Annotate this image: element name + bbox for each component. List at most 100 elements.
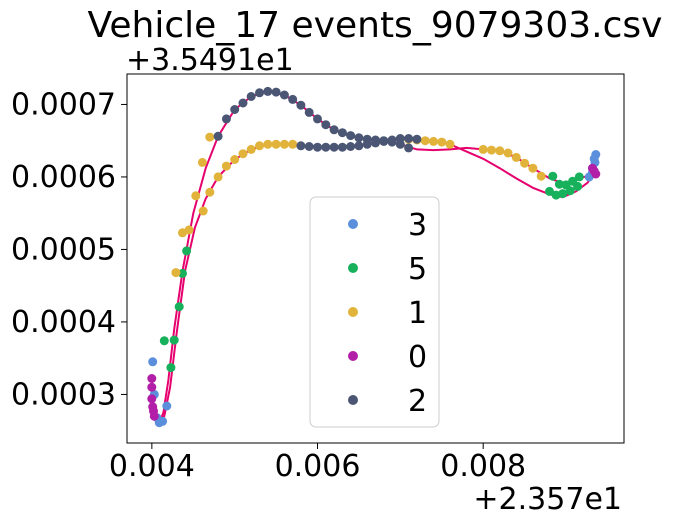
point-series-1: [520, 158, 530, 168]
y-tick-label: 0.0005: [11, 232, 116, 267]
point-series-1: [503, 148, 513, 158]
point-series-1: [288, 139, 298, 149]
legend-label-3: 3: [408, 208, 427, 243]
point-series-1: [198, 206, 208, 216]
y-axis: 0.0003 0.0004 0.0005 0.0006 0.0007: [11, 87, 127, 412]
point-series-1: [511, 152, 521, 162]
legend-marker-2: [348, 395, 358, 405]
point-series-2: [321, 142, 331, 152]
point-series-2: [329, 142, 339, 152]
point-series-0: [147, 382, 157, 392]
point-series-1: [197, 157, 207, 167]
point-series-2: [296, 100, 306, 110]
point-series-2: [354, 141, 364, 151]
point-series-2: [313, 114, 322, 124]
point-series-2: [379, 136, 389, 146]
legend-box: [309, 196, 440, 428]
point-series-1: [263, 139, 273, 149]
point-series-5: [558, 189, 568, 199]
point-series-3: [148, 357, 158, 367]
point-series-2: [321, 120, 331, 130]
point-series-1: [205, 187, 215, 197]
point-series-2: [304, 107, 314, 117]
legend-marker-0: [348, 351, 358, 361]
point-series-5: [548, 171, 558, 181]
y-tick-label: 0.0004: [11, 305, 116, 340]
point-series-1: [420, 136, 430, 146]
point-series-2: [354, 133, 364, 143]
point-series-2: [288, 94, 298, 104]
x-offset-label: +2.357e1: [473, 482, 622, 517]
point-series-1: [478, 144, 488, 154]
point-series-2: [296, 141, 306, 151]
x-axis: 0.004 0.006 0.008: [109, 443, 526, 484]
point-series-5: [174, 302, 184, 312]
y-tick-label: 0.0003: [11, 377, 116, 412]
point-series-2: [404, 134, 414, 143]
x-tick-label: 0.006: [275, 449, 361, 484]
x-tick-label: 0.004: [109, 449, 195, 484]
point-series-2: [255, 88, 264, 98]
y-offset-label: +3.5491e1: [126, 43, 294, 78]
point-series-5: [182, 246, 192, 256]
x-tick-label: 0.008: [440, 449, 526, 484]
point-series-5: [166, 363, 176, 373]
point-series-5: [545, 186, 554, 196]
point-series-2: [387, 135, 397, 145]
point-series-2: [395, 134, 405, 143]
y-tick-label: 0.0006: [11, 160, 116, 195]
point-series-1: [437, 137, 447, 147]
point-series-1: [230, 155, 240, 164]
point-series-0: [149, 411, 159, 421]
point-series-1: [191, 191, 201, 201]
point-series-1: [246, 144, 256, 154]
legend-label-0: 0: [408, 340, 427, 375]
point-series-2: [246, 92, 256, 101]
point-series-1: [238, 149, 248, 159]
point-series-2: [213, 131, 223, 141]
point-series-2: [337, 128, 347, 138]
point-series-5: [169, 335, 179, 345]
point-series-5: [554, 179, 564, 189]
point-series-2: [412, 134, 422, 144]
point-series-5: [568, 176, 578, 186]
point-series-2: [238, 98, 248, 108]
point-series-3: [162, 401, 172, 411]
legend-marker-1: [348, 307, 358, 317]
point-series-5: [178, 268, 187, 278]
point-series-1: [536, 171, 546, 181]
point-series-1: [184, 225, 194, 235]
point-series-1: [271, 139, 281, 149]
point-series-2: [271, 87, 281, 97]
point-series-2: [313, 142, 322, 152]
legend-label-5: 5: [408, 252, 427, 287]
chart-title: Vehicle_17 events_9079303.csv: [88, 5, 663, 46]
point-series-1: [495, 146, 505, 156]
point-series-2: [279, 90, 289, 100]
point-series-2: [371, 138, 380, 148]
point-series-2: [362, 139, 372, 149]
point-series-1: [205, 132, 215, 142]
point-series-1: [429, 136, 438, 146]
point-series-3: [591, 150, 601, 159]
legend-marker-5: [348, 263, 358, 273]
point-series-5: [159, 336, 169, 346]
point-series-1: [487, 145, 496, 155]
point-series-2: [346, 142, 356, 151]
point-series-1: [279, 139, 289, 149]
legend: 3 5 1 0 2: [309, 196, 440, 428]
point-series-2: [263, 86, 273, 96]
point-series-1: [213, 172, 223, 182]
point-series-1: [171, 268, 181, 278]
point-series-2: [230, 105, 240, 114]
point-series-2: [329, 125, 339, 135]
point-series-1: [445, 139, 455, 149]
point-series-2: [337, 142, 347, 152]
legend-label-2: 2: [408, 384, 427, 419]
point-series-5: [574, 172, 584, 182]
y-tick-label: 0.0007: [11, 87, 116, 122]
point-series-2: [346, 131, 356, 141]
point-series-1: [528, 163, 538, 173]
point-series-2: [304, 142, 314, 151]
